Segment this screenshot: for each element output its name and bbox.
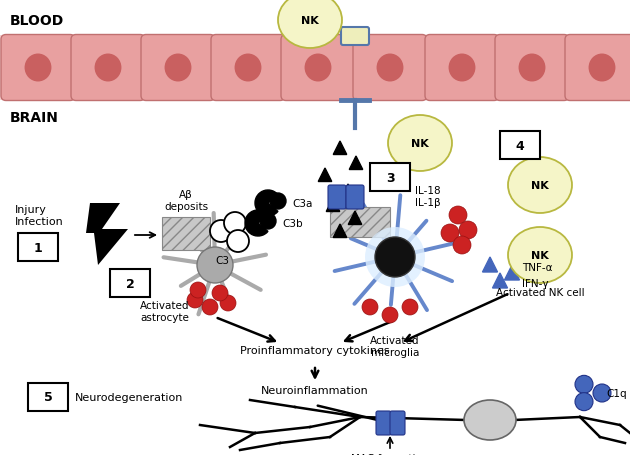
FancyBboxPatch shape <box>370 164 410 192</box>
Circle shape <box>220 295 236 311</box>
Circle shape <box>227 231 249 253</box>
FancyBboxPatch shape <box>341 28 369 46</box>
Ellipse shape <box>304 55 331 82</box>
Ellipse shape <box>94 55 122 82</box>
Polygon shape <box>505 265 520 280</box>
FancyBboxPatch shape <box>390 411 405 435</box>
FancyBboxPatch shape <box>110 269 150 298</box>
Polygon shape <box>330 207 390 238</box>
Ellipse shape <box>164 55 192 82</box>
Ellipse shape <box>588 55 616 82</box>
FancyBboxPatch shape <box>353 35 427 101</box>
Ellipse shape <box>518 55 546 82</box>
Ellipse shape <box>278 0 342 49</box>
Circle shape <box>210 221 232 243</box>
FancyBboxPatch shape <box>328 186 346 210</box>
Text: Activated
microglia: Activated microglia <box>370 335 420 357</box>
FancyBboxPatch shape <box>281 35 355 101</box>
Text: Neurodegeneration: Neurodegeneration <box>75 392 183 402</box>
Text: C3b: C3b <box>282 218 302 228</box>
Polygon shape <box>341 185 355 198</box>
Polygon shape <box>333 224 347 238</box>
Polygon shape <box>318 169 332 182</box>
FancyBboxPatch shape <box>71 35 145 101</box>
Circle shape <box>187 293 203 308</box>
FancyBboxPatch shape <box>495 35 569 101</box>
Polygon shape <box>493 273 508 288</box>
FancyBboxPatch shape <box>376 411 391 435</box>
Polygon shape <box>333 142 347 155</box>
Circle shape <box>441 224 459 243</box>
Circle shape <box>459 222 477 239</box>
Circle shape <box>575 375 593 394</box>
FancyBboxPatch shape <box>211 35 285 101</box>
Ellipse shape <box>377 55 403 82</box>
Polygon shape <box>326 198 340 212</box>
FancyBboxPatch shape <box>28 383 68 411</box>
Text: NK: NK <box>411 139 429 149</box>
Circle shape <box>224 212 246 234</box>
Text: IL-18
IL-1β: IL-18 IL-1β <box>415 186 440 207</box>
Ellipse shape <box>449 55 476 82</box>
Text: BLOOD: BLOOD <box>10 14 64 28</box>
Ellipse shape <box>508 228 572 283</box>
Text: Activated NK cell: Activated NK cell <box>496 288 584 298</box>
Circle shape <box>190 283 206 298</box>
FancyBboxPatch shape <box>500 131 540 160</box>
Circle shape <box>212 285 228 301</box>
Text: Proinflammatory cytokines: Proinflammatory cytokines <box>240 345 390 355</box>
Text: NK: NK <box>531 250 549 260</box>
Wedge shape <box>255 191 278 217</box>
Circle shape <box>375 238 415 278</box>
Ellipse shape <box>234 55 261 82</box>
Circle shape <box>402 299 418 315</box>
Circle shape <box>270 193 286 210</box>
Ellipse shape <box>464 400 516 440</box>
Text: 2: 2 <box>125 277 134 290</box>
Polygon shape <box>349 157 363 170</box>
Text: NK: NK <box>301 16 319 26</box>
FancyBboxPatch shape <box>18 233 58 262</box>
Circle shape <box>575 393 593 411</box>
Circle shape <box>202 299 218 315</box>
Ellipse shape <box>508 157 572 213</box>
Ellipse shape <box>388 116 452 172</box>
Text: Injury
Infection: Injury Infection <box>15 205 64 226</box>
Circle shape <box>453 237 471 254</box>
Text: 3: 3 <box>386 171 394 184</box>
Polygon shape <box>348 212 362 225</box>
Polygon shape <box>0 36 630 101</box>
Text: MAC formation: MAC formation <box>352 453 429 455</box>
Text: C3a: C3a <box>292 198 312 208</box>
FancyBboxPatch shape <box>425 35 499 101</box>
Text: Activated
astrocyte: Activated astrocyte <box>140 300 190 322</box>
FancyBboxPatch shape <box>565 35 630 101</box>
Text: Aβ
deposits: Aβ deposits <box>164 190 208 212</box>
Text: NK: NK <box>531 181 549 191</box>
Text: IFN-γ: IFN-γ <box>522 278 549 288</box>
Circle shape <box>260 213 276 229</box>
Text: 4: 4 <box>515 139 524 152</box>
Text: Neuroinflammation: Neuroinflammation <box>261 385 369 395</box>
Circle shape <box>382 307 398 324</box>
FancyBboxPatch shape <box>141 35 215 101</box>
Text: C3: C3 <box>215 255 229 265</box>
Text: C1q: C1q <box>606 388 627 398</box>
Circle shape <box>365 228 425 288</box>
Text: BRAIN: BRAIN <box>10 111 59 125</box>
Text: 5: 5 <box>43 391 52 404</box>
Polygon shape <box>86 203 128 265</box>
Circle shape <box>362 299 378 315</box>
Circle shape <box>197 248 233 283</box>
Text: 1: 1 <box>33 241 42 254</box>
Circle shape <box>449 207 467 224</box>
Wedge shape <box>245 211 268 237</box>
FancyBboxPatch shape <box>1 35 75 101</box>
Polygon shape <box>162 217 210 250</box>
Circle shape <box>593 384 611 402</box>
Ellipse shape <box>25 55 52 82</box>
FancyBboxPatch shape <box>346 186 364 210</box>
Text: TNF-α: TNF-α <box>522 263 553 273</box>
Polygon shape <box>483 258 498 273</box>
